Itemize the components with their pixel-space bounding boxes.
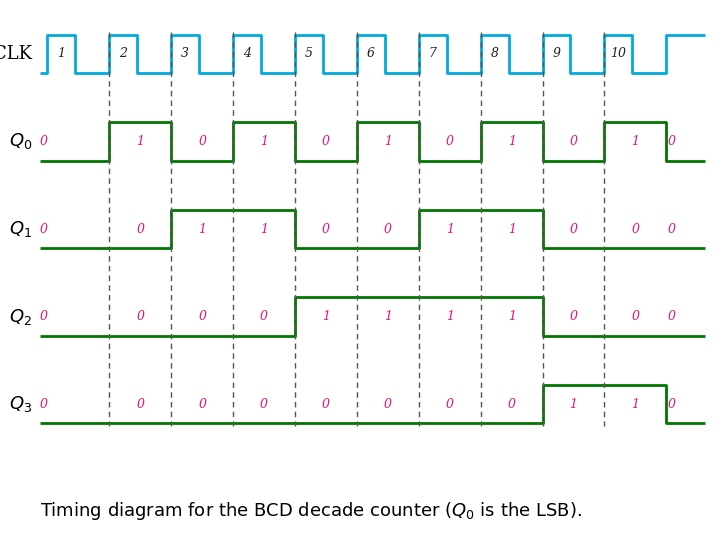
Text: 1: 1 <box>198 222 206 235</box>
Text: 1: 1 <box>631 397 639 410</box>
Text: 1: 1 <box>631 135 639 148</box>
Text: 1: 1 <box>260 135 268 148</box>
Text: 0: 0 <box>136 397 144 410</box>
Text: 0: 0 <box>198 397 206 410</box>
Text: 1: 1 <box>446 310 454 323</box>
Text: 0: 0 <box>322 135 330 148</box>
Text: 0: 0 <box>446 397 454 410</box>
Text: 0: 0 <box>260 397 268 410</box>
Text: 8: 8 <box>490 48 499 60</box>
Text: 0: 0 <box>384 397 392 410</box>
Text: 1: 1 <box>508 222 516 235</box>
Text: 2: 2 <box>120 48 127 60</box>
Text: 4: 4 <box>243 48 251 60</box>
Text: $Q_2$: $Q_2$ <box>9 307 32 327</box>
Text: 0: 0 <box>446 135 454 148</box>
Text: 0: 0 <box>198 135 206 148</box>
Text: 10: 10 <box>611 48 626 60</box>
Text: 0: 0 <box>631 310 639 323</box>
Text: $Q_0$: $Q_0$ <box>9 131 32 152</box>
Text: 0: 0 <box>570 310 577 323</box>
Text: $Q_1$: $Q_1$ <box>9 219 32 239</box>
Text: CLK: CLK <box>0 45 32 63</box>
Text: 0: 0 <box>260 310 268 323</box>
Text: 0: 0 <box>508 397 516 410</box>
Text: $Q_3$: $Q_3$ <box>9 394 32 414</box>
Text: 1: 1 <box>508 310 516 323</box>
Text: 0: 0 <box>570 135 577 148</box>
Text: 0: 0 <box>667 135 675 148</box>
Text: 1: 1 <box>508 135 516 148</box>
Text: 0: 0 <box>322 222 330 235</box>
Text: 0: 0 <box>198 310 206 323</box>
Text: 1: 1 <box>260 222 268 235</box>
Text: 0: 0 <box>136 222 144 235</box>
Text: 0: 0 <box>40 135 48 148</box>
Text: 1: 1 <box>58 48 66 60</box>
Text: 1: 1 <box>384 310 392 323</box>
Text: 1: 1 <box>570 397 577 410</box>
Text: 0: 0 <box>631 222 639 235</box>
Text: 0: 0 <box>40 310 48 323</box>
Text: 1: 1 <box>322 310 330 323</box>
Text: 1: 1 <box>446 222 454 235</box>
Text: 5: 5 <box>305 48 313 60</box>
Text: 0: 0 <box>667 222 675 235</box>
Text: 0: 0 <box>570 222 577 235</box>
Text: 0: 0 <box>40 222 48 235</box>
Text: 9: 9 <box>552 48 560 60</box>
Text: Timing diagram for the BCD decade counter ($Q_0$ is the LSB).: Timing diagram for the BCD decade counte… <box>40 500 582 522</box>
Text: 0: 0 <box>136 310 144 323</box>
Text: 1: 1 <box>136 135 144 148</box>
Text: 3: 3 <box>181 48 189 60</box>
Text: 0: 0 <box>322 397 330 410</box>
Text: 6: 6 <box>366 48 375 60</box>
Text: 1: 1 <box>384 135 392 148</box>
Text: 7: 7 <box>428 48 437 60</box>
Text: 0: 0 <box>667 310 675 323</box>
Text: 0: 0 <box>384 222 392 235</box>
Text: 0: 0 <box>40 397 48 410</box>
Text: 0: 0 <box>667 397 675 410</box>
